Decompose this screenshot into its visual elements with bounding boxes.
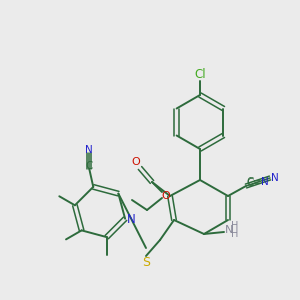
Text: N: N bbox=[261, 177, 269, 187]
Text: S: S bbox=[142, 256, 150, 269]
Text: O: O bbox=[162, 191, 170, 201]
Text: H: H bbox=[231, 229, 239, 239]
Text: N: N bbox=[85, 145, 93, 155]
Text: N: N bbox=[271, 173, 279, 183]
Text: N: N bbox=[127, 213, 136, 226]
Text: Cl: Cl bbox=[194, 68, 206, 82]
Text: H: H bbox=[231, 221, 239, 231]
Text: C: C bbox=[246, 178, 254, 188]
Text: N: N bbox=[225, 225, 233, 235]
Text: O: O bbox=[132, 157, 140, 167]
Text: C: C bbox=[246, 177, 254, 187]
Text: C: C bbox=[85, 161, 93, 171]
Text: ≡: ≡ bbox=[253, 177, 261, 187]
